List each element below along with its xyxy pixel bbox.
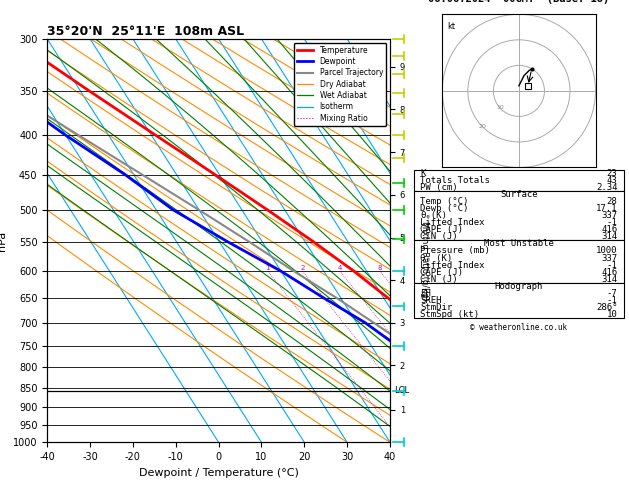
Text: 20: 20 xyxy=(478,123,486,129)
Text: 337: 337 xyxy=(601,254,618,262)
Text: K: K xyxy=(420,169,426,178)
Text: 1000: 1000 xyxy=(596,246,618,256)
Text: 10: 10 xyxy=(497,105,504,110)
Text: CAPE (J): CAPE (J) xyxy=(420,268,464,277)
Text: kt: kt xyxy=(447,22,455,31)
Text: LCL: LCL xyxy=(394,386,409,395)
X-axis label: Dewpoint / Temperature (°C): Dewpoint / Temperature (°C) xyxy=(138,468,299,478)
Text: 416: 416 xyxy=(601,268,618,277)
Text: CIN (J): CIN (J) xyxy=(420,275,458,284)
Text: PW (cm): PW (cm) xyxy=(420,183,458,192)
Text: Most Unstable: Most Unstable xyxy=(484,240,554,248)
Text: StmSpd (kt): StmSpd (kt) xyxy=(420,310,479,319)
Text: StmDir: StmDir xyxy=(420,303,452,312)
Text: Pressure (mb): Pressure (mb) xyxy=(420,246,490,256)
Y-axis label: km
ASL: km ASL xyxy=(418,241,437,262)
Text: 35°20'N  25°11'E  108m ASL: 35°20'N 25°11'E 108m ASL xyxy=(47,25,244,38)
Text: 337: 337 xyxy=(601,211,618,220)
Text: CAPE (J): CAPE (J) xyxy=(420,226,464,234)
Text: 2.34: 2.34 xyxy=(596,183,618,192)
Text: Temp (°C): Temp (°C) xyxy=(420,197,469,206)
Text: 43: 43 xyxy=(607,176,618,185)
Text: SREH: SREH xyxy=(420,296,442,305)
Text: 416: 416 xyxy=(601,226,618,234)
Text: 286°: 286° xyxy=(596,303,618,312)
Text: θₑ (K): θₑ (K) xyxy=(420,254,452,262)
Text: 06.06.2024  00GMT  (Base: 18): 06.06.2024 00GMT (Base: 18) xyxy=(428,0,610,4)
Text: Lifted Index: Lifted Index xyxy=(420,218,485,227)
Text: 17.1: 17.1 xyxy=(596,204,618,213)
Text: 8: 8 xyxy=(377,265,382,271)
Text: 4: 4 xyxy=(338,265,342,271)
Text: Mixing Ratio (g/kg): Mixing Ratio (g/kg) xyxy=(420,221,429,300)
Y-axis label: hPa: hPa xyxy=(0,230,8,251)
Text: -1: -1 xyxy=(607,260,618,270)
Text: 10: 10 xyxy=(607,310,618,319)
Text: EH: EH xyxy=(420,289,431,298)
Text: Hodograph: Hodograph xyxy=(495,282,543,291)
Text: © weatheronline.co.uk: © weatheronline.co.uk xyxy=(470,323,567,332)
Bar xyxy=(414,241,624,283)
Text: θₑ(K): θₑ(K) xyxy=(420,211,447,220)
Bar xyxy=(414,170,624,191)
Bar xyxy=(414,191,624,241)
Text: Totals Totals: Totals Totals xyxy=(420,176,490,185)
Text: 314: 314 xyxy=(601,232,618,242)
Text: 314: 314 xyxy=(601,275,618,284)
Text: Dewp (°C): Dewp (°C) xyxy=(420,204,469,213)
Text: Surface: Surface xyxy=(500,190,538,199)
Text: 1: 1 xyxy=(265,265,270,271)
Text: -1: -1 xyxy=(607,218,618,227)
Text: 28: 28 xyxy=(607,197,618,206)
Text: CIN (J): CIN (J) xyxy=(420,232,458,242)
Bar xyxy=(414,283,624,318)
Legend: Temperature, Dewpoint, Parcel Trajectory, Dry Adiabat, Wet Adiabat, Isotherm, Mi: Temperature, Dewpoint, Parcel Trajectory… xyxy=(294,43,386,125)
Text: Lifted Index: Lifted Index xyxy=(420,260,485,270)
Text: 23: 23 xyxy=(607,169,618,178)
Text: -1: -1 xyxy=(607,296,618,305)
Text: 2: 2 xyxy=(300,265,304,271)
Text: -7: -7 xyxy=(607,289,618,298)
